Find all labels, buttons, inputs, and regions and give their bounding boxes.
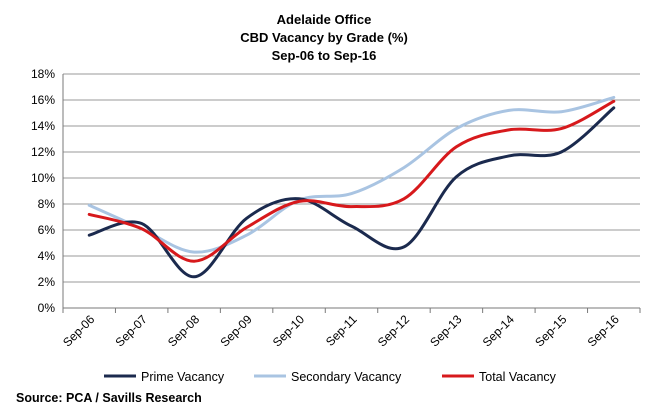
x-tick-labels: Sep-06 Sep-07 Sep-08 Sep-09 Sep-10 Sep-11 Sep-… bbox=[60, 312, 622, 349]
series-lines bbox=[87, 95, 616, 279]
chart-title-line-2: CBD Vacancy by Grade (%) bbox=[240, 30, 408, 45]
x-tick-label: Sep-10 bbox=[270, 312, 307, 349]
series-line-prime-vacancy bbox=[87, 106, 616, 279]
y-tick-label: 4% bbox=[38, 249, 56, 263]
x-tick-label: Sep-11 bbox=[323, 312, 360, 349]
legend-label-prime-vacancy: Prime Vacancy bbox=[141, 370, 225, 384]
y-tick-label: 2% bbox=[38, 275, 56, 289]
y-tick-labels: 0% 2% 4% 6% 8% 10% 12% 14% 16% 18% bbox=[31, 67, 55, 315]
x-tick-label: Sep-06 bbox=[60, 312, 97, 349]
legend-label-secondary-vacancy: Secondary Vacancy bbox=[291, 370, 402, 384]
y-tick-label: 10% bbox=[31, 171, 55, 185]
x-tick-label: Sep-14 bbox=[480, 312, 517, 349]
x-tick-label: Sep-15 bbox=[532, 312, 569, 349]
y-tick-label: 14% bbox=[31, 119, 55, 133]
axes bbox=[62, 74, 641, 313]
y-tick-label: 12% bbox=[31, 145, 55, 159]
x-tick-label: Sep-12 bbox=[375, 312, 412, 349]
legend: Prime Vacancy Secondary Vacancy Total Vaca… bbox=[104, 370, 557, 384]
x-tick-label: Sep-07 bbox=[113, 312, 150, 349]
chart-title-line-1: Adelaide Office bbox=[277, 12, 372, 27]
x-tick-label: Sep-09 bbox=[217, 312, 254, 349]
x-tick-label: Sep-08 bbox=[165, 312, 202, 349]
series-line-total-vacancy bbox=[87, 99, 616, 263]
y-tick-label: 0% bbox=[38, 301, 56, 315]
y-tick-label: 18% bbox=[31, 67, 55, 81]
x-tick-label: Sep-13 bbox=[427, 312, 464, 349]
x-tick-label: Sep-16 bbox=[585, 312, 622, 349]
y-tick-label: 16% bbox=[31, 93, 55, 107]
chart-title-line-3: Sep-06 to Sep-16 bbox=[272, 48, 377, 63]
chart-title: Adelaide Office CBD Vacancy by Grade (%)… bbox=[240, 12, 408, 63]
source-note: Source: PCA / Savills Research bbox=[16, 391, 202, 405]
gridlines bbox=[63, 73, 640, 283]
series-line-secondary-vacancy bbox=[87, 95, 616, 254]
y-tick-label: 6% bbox=[38, 223, 56, 237]
legend-label-total-vacancy: Total Vacancy bbox=[479, 370, 557, 384]
y-tick-label: 8% bbox=[38, 197, 56, 211]
